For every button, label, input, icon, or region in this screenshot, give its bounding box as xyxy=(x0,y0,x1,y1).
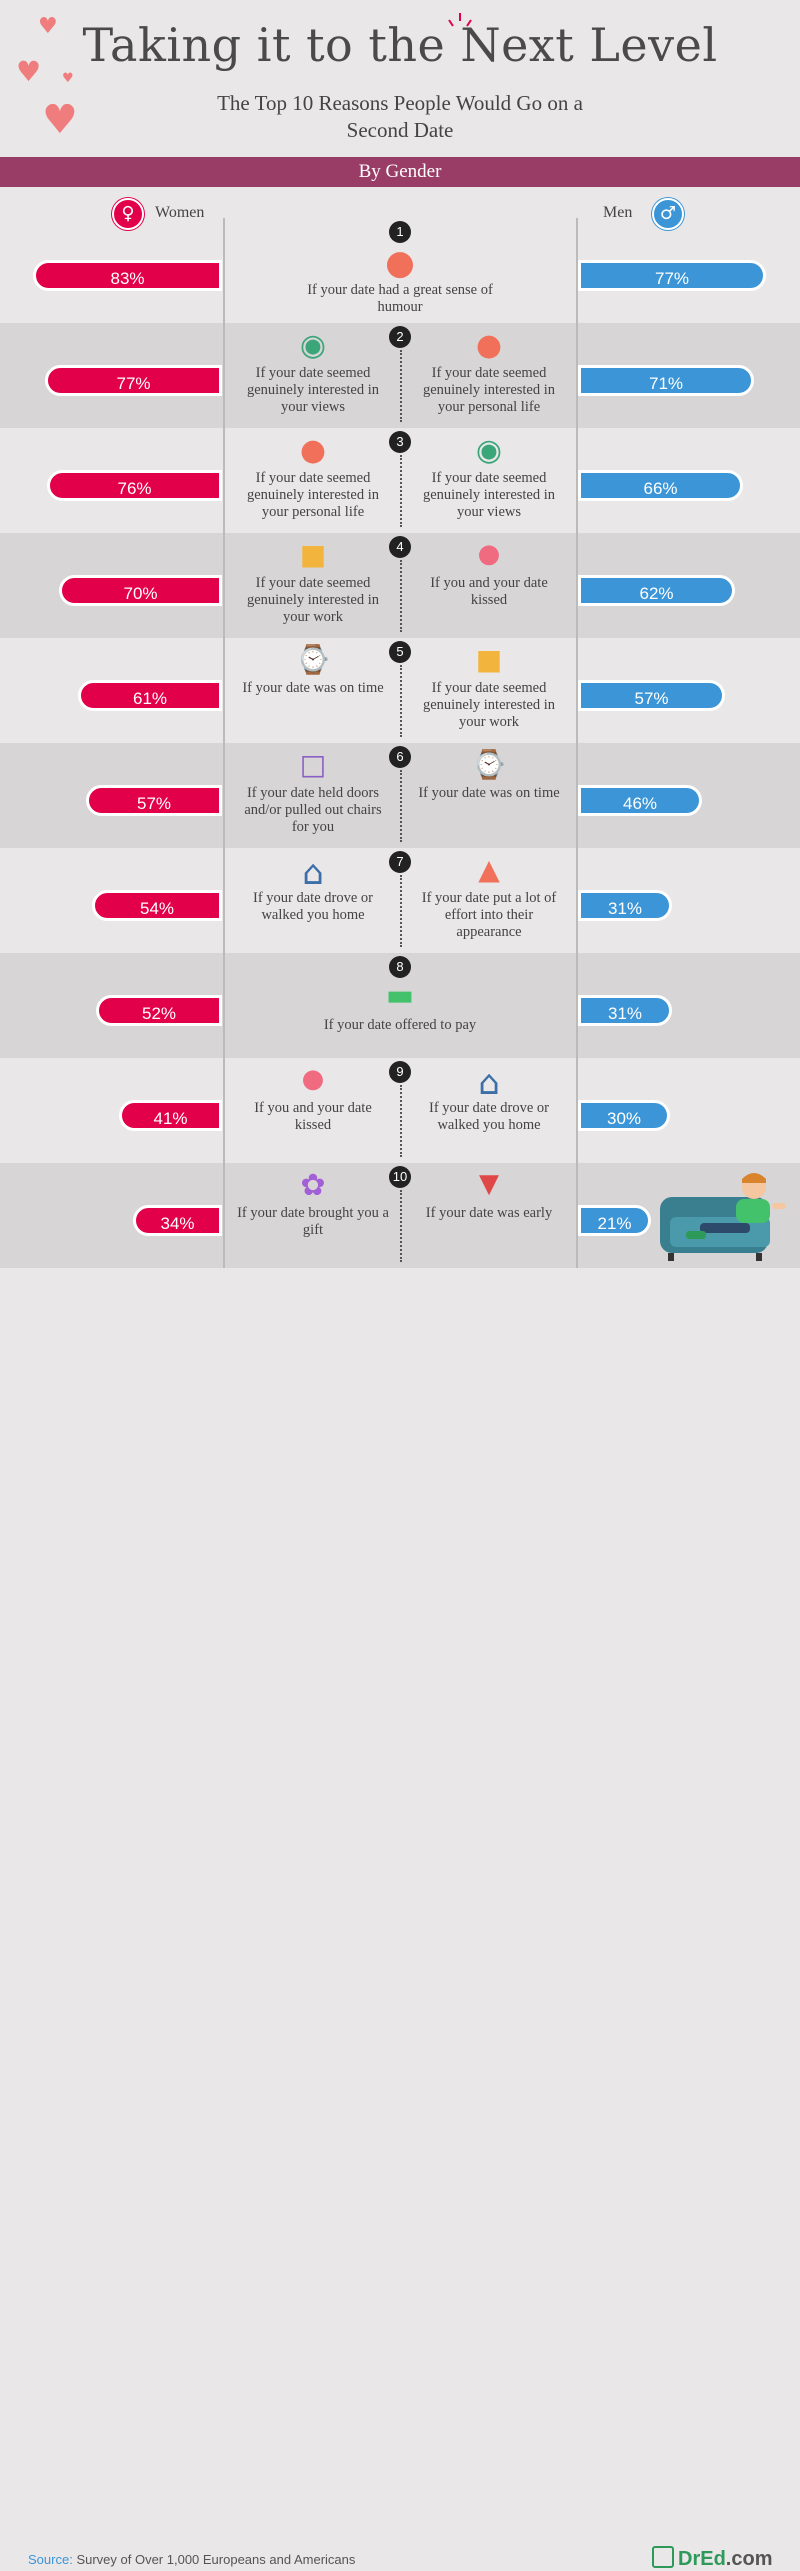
rank-number: 6 xyxy=(389,746,411,768)
center-dotted-line xyxy=(400,770,402,842)
women-bar: 76% xyxy=(47,470,222,501)
women-bar: 70% xyxy=(59,575,222,606)
men-reason: If your date drove or walked you home xyxy=(429,1100,549,1133)
shared-reason: If your date offered to pay xyxy=(323,1017,477,1033)
women-bar: 41% xyxy=(119,1100,222,1131)
women-bar: 54% xyxy=(92,890,222,921)
dress-icon: ▲ xyxy=(478,853,500,886)
lips-icon: ● xyxy=(477,539,501,569)
women-reason: If your date seemed genuinely interested… xyxy=(246,365,380,415)
men-bar: 31% xyxy=(578,995,672,1026)
rank-number: 1 xyxy=(389,221,411,243)
header: ♥ ♥ ♥ ♥ Taking it to the Next Level The … xyxy=(0,0,800,195)
logo-monitor-icon xyxy=(652,2546,674,2568)
men-reason: If you and your date kissed xyxy=(430,575,548,608)
women-reason: If your date brought you a gift xyxy=(237,1205,389,1238)
rank-number: 7 xyxy=(389,851,411,873)
money-icon: ▬ xyxy=(385,978,415,1013)
lips-icon: ● xyxy=(301,1064,325,1094)
heart-icon: ♥ xyxy=(38,14,58,39)
men-bar: 46% xyxy=(578,785,702,816)
center-dotted-line xyxy=(400,665,402,737)
women-reason: If your date seemed genuinely interested… xyxy=(246,575,380,625)
heart-icon: ♥ xyxy=(16,55,42,88)
house-icon: ⌂ xyxy=(302,853,324,893)
watch-icon: ⌚ xyxy=(471,748,507,781)
heart-icon: ♥ xyxy=(42,97,78,143)
chair-icon: □ xyxy=(299,748,327,781)
women-reason: If your date held doors and/or pulled ou… xyxy=(244,785,382,835)
center-dotted-line xyxy=(400,1190,402,1262)
center-dotted-line xyxy=(400,875,402,947)
left-divider xyxy=(223,218,225,1268)
women-reason: If your date seemed genuinely interested… xyxy=(246,470,380,520)
men-label: Men xyxy=(603,204,633,221)
source-note: Source: Survey of Over 1,000 Europeans a… xyxy=(28,2552,355,2567)
shared-reason: If your date had a great sense of humour xyxy=(307,282,493,315)
rank-number: 4 xyxy=(389,536,411,558)
male-symbol-icon: ♂ xyxy=(652,198,684,230)
center-dotted-line xyxy=(400,1085,402,1157)
girl-face-icon: ● xyxy=(299,433,327,468)
rank-number: 9 xyxy=(389,1061,411,1083)
men-bar: 21% xyxy=(578,1205,651,1236)
spark-icon xyxy=(448,13,472,27)
rank-number: 5 xyxy=(389,641,411,663)
girl-face-icon: ● xyxy=(475,328,503,363)
briefcase-icon: ■ xyxy=(299,538,327,571)
men-bar: 71% xyxy=(578,365,754,396)
source-label: Source: xyxy=(28,2552,73,2567)
rank-number: 3 xyxy=(389,431,411,453)
men-bar: 30% xyxy=(578,1100,670,1131)
female-symbol-icon: ♀ xyxy=(112,198,144,230)
men-reason: If your date was early xyxy=(425,1205,553,1221)
men-bar: 66% xyxy=(578,470,743,501)
women-bar: 34% xyxy=(133,1205,222,1236)
man-on-couch-illustration xyxy=(660,1165,798,1261)
men-reason: If your date put a lot of effort into th… xyxy=(421,890,557,940)
men-reason: If your date seemed genuinely interested… xyxy=(422,680,556,730)
laughing-face-icon: ● xyxy=(385,243,415,283)
center-dotted-line xyxy=(400,350,402,422)
women-bar: 77% xyxy=(45,365,222,396)
women-reason: If your date drove or walked you home xyxy=(253,890,373,923)
men-bar: 62% xyxy=(578,575,735,606)
section-band: By Gender xyxy=(0,157,800,187)
center-dotted-line xyxy=(400,455,402,527)
men-reason: If your date seemed genuinely interested… xyxy=(422,365,556,415)
women-reason: If you and your date kissed xyxy=(254,1100,372,1133)
source-text: Survey of Over 1,000 Europeans and Ameri… xyxy=(76,2552,356,2567)
men-bar: 57% xyxy=(578,680,725,711)
men-bar: 77% xyxy=(578,260,766,291)
watch-icon: ⌚ xyxy=(295,643,331,676)
men-reason: If your date seemed genuinely interested… xyxy=(422,470,556,520)
women-bar: 52% xyxy=(96,995,222,1026)
eye-icon: ◉ xyxy=(299,328,327,363)
rooster-icon: ▼ xyxy=(479,1169,499,1199)
right-divider xyxy=(576,218,578,1268)
flower-icon: ✿ xyxy=(300,1168,326,1203)
dred-logo: DrEd.com xyxy=(652,2546,772,2571)
men-reason: If your date was on time xyxy=(418,785,560,801)
logo-dr: DrEd xyxy=(678,2548,726,2570)
logo-suffix: .com xyxy=(725,2548,773,2570)
women-bar: 83% xyxy=(33,260,222,291)
footer: Source: Survey of Over 1,000 Europeans a… xyxy=(0,1270,800,2570)
women-label: Women xyxy=(155,204,205,221)
rank-number: 10 xyxy=(389,1166,411,1188)
women-bar: 61% xyxy=(78,680,222,711)
eye-icon: ◉ xyxy=(475,433,503,468)
men-bar: 31% xyxy=(578,890,672,921)
heart-icon: ♥ xyxy=(62,71,74,86)
house-icon: ⌂ xyxy=(478,1063,500,1103)
rank-number: 2 xyxy=(389,326,411,348)
rank-number: 8 xyxy=(389,956,411,978)
page-subtitle: The Top 10 Reasons People Would Go on a … xyxy=(217,91,583,142)
page-title: Taking it to the Next Level xyxy=(82,18,718,72)
center-dotted-line xyxy=(400,560,402,632)
briefcase-icon: ■ xyxy=(475,643,503,676)
women-bar: 57% xyxy=(86,785,222,816)
women-reason: If your date was on time xyxy=(242,680,384,696)
